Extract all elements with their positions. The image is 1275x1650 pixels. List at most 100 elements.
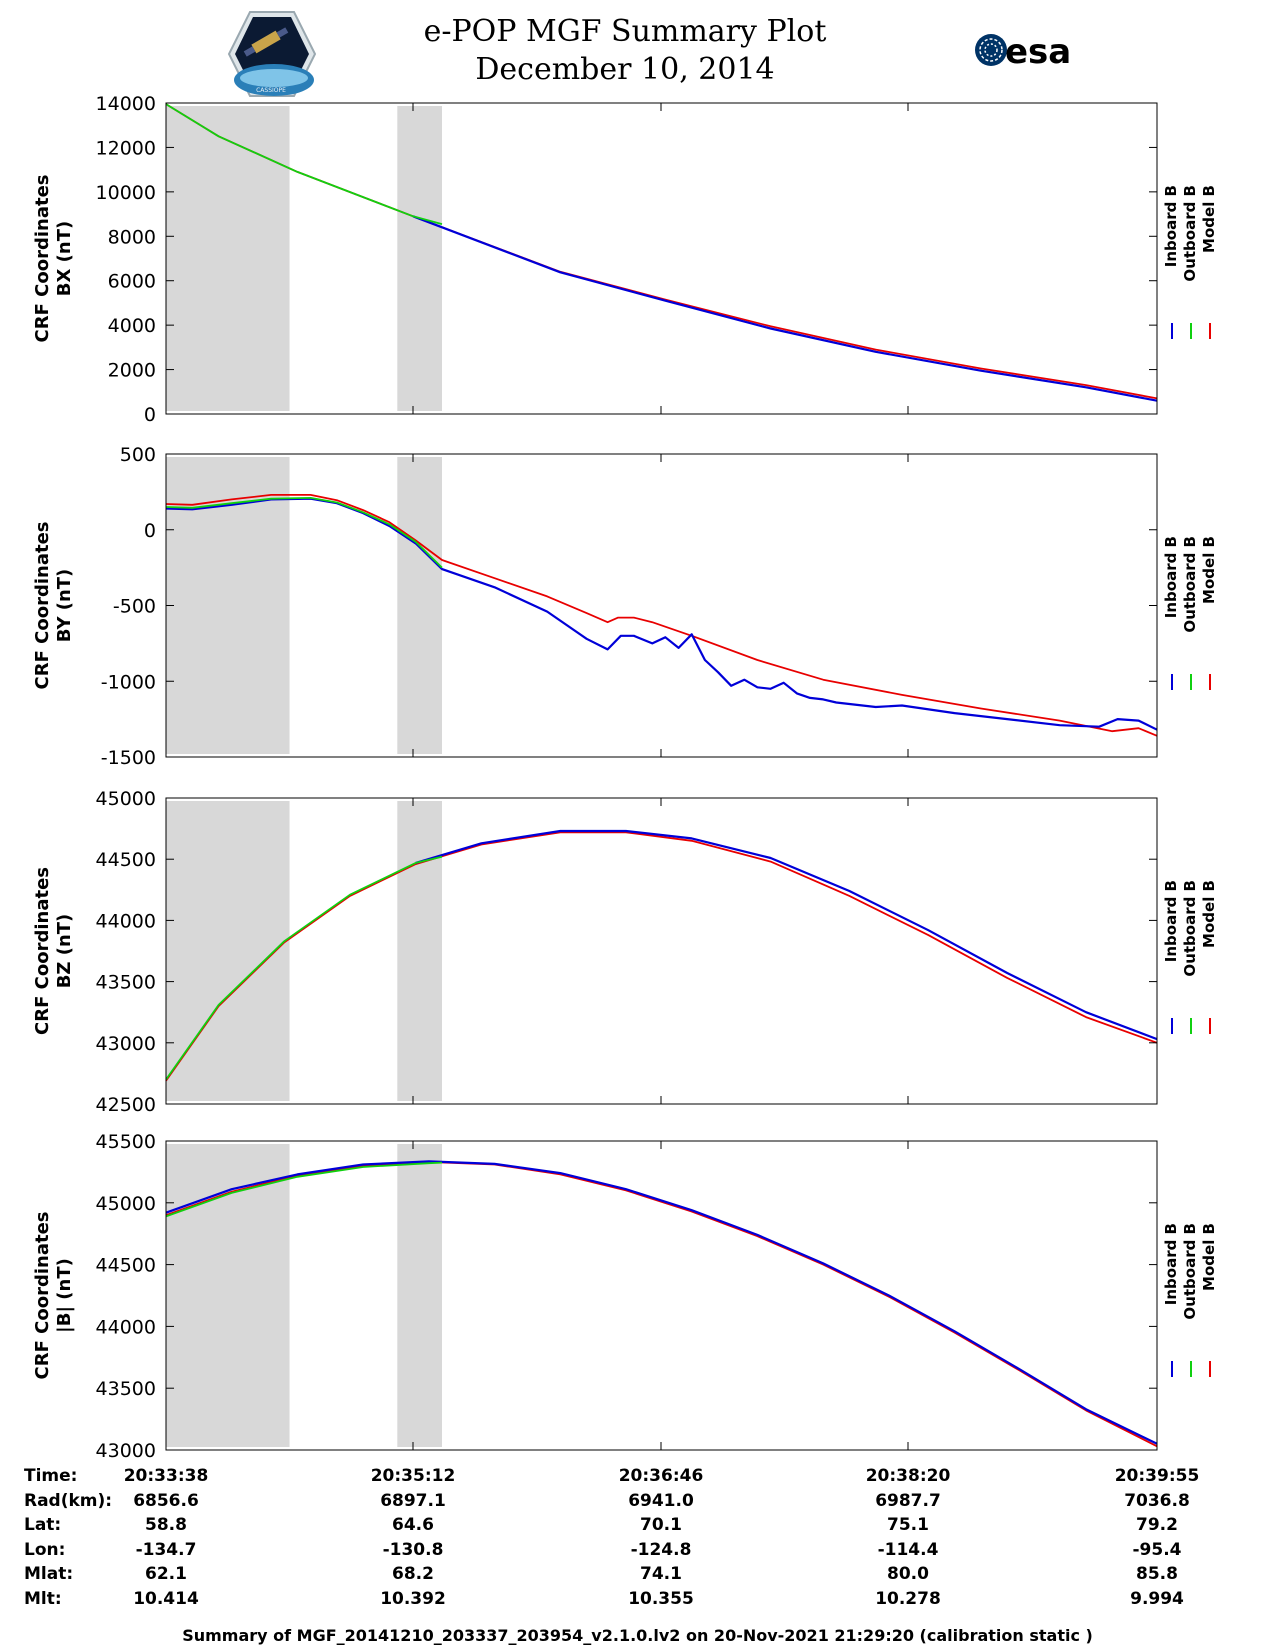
charts-area: 0 2000 4000 6000 8000 10000 12000 14000 CRF Coor… [32,93,1218,1462]
y-tick-label-bz: 42500 [96,1094,156,1116]
esa-logo: esa [975,30,1071,76]
y-tick-label-bx: 8000 [108,226,156,248]
series-line-by-inboard-b [165,497,1158,731]
legend-label-outboard: Outboard B [1181,880,1199,977]
y-tick-label-by: -500 [113,596,156,618]
y-tick-label-bmag: 44500 [96,1255,156,1277]
y-tick-label-by: -1000 [101,671,156,693]
ephemeris-cell: 62.1 [145,1564,187,1584]
y-tick-label-bx: 4000 [108,315,156,337]
y-tick-label-bx: 10000 [96,182,156,204]
ephemeris-cell: 70.1 [640,1515,682,1535]
ephemeris-cell: 10.278 [875,1588,941,1609]
legend-label-inboard: Inboard B [1162,1223,1180,1305]
y-tick-label-by: 0 [144,520,156,542]
series-line-bz-outboard-b [165,855,443,1081]
legend-label-model: Model B [1200,185,1218,253]
ephemeris-cell: -124.8 [630,1539,692,1560]
y-tick-label-bmag: 44000 [96,1316,156,1338]
ephemeris-row-label: Mlat: [24,1564,74,1584]
shaded-interval-by-0 [166,457,290,754]
y-axis-label-bmag: |B| (nT) [54,1258,75,1333]
y-tick-label-bmag: 45500 [96,1131,156,1153]
y-tick-label-bx: 12000 [96,137,156,159]
legend-label-model: Model B [1200,1223,1218,1291]
series-line-bx-model-b [165,103,1158,400]
series-line-bz-inboard-b [415,829,1158,1041]
cassiope-mission-logo: CASSIOPE [226,10,317,102]
ephemeris-cell: 10.355 [628,1588,694,1609]
y-tick-label-bx: 2000 [108,360,156,382]
shaded-interval-bx-0 [166,106,290,411]
ephemeris-cell: 6897.1 [380,1490,446,1511]
legend-label-model: Model B [1200,880,1218,948]
plot-frame-bz [165,797,1158,1105]
y-tick-label-bmag: 43000 [96,1440,156,1462]
y-tick-label-bx: 14000 [96,93,156,115]
page-title: e-POP MGF Summary Plot [423,14,827,49]
ephemeris-cell: 20:38:20 [865,1466,951,1486]
y-tick-label-bz: 44500 [96,849,156,871]
shaded-interval-bx-1 [397,106,443,411]
y-tick-label-bx: 0 [144,404,156,426]
y-axis-label-by: CRF Coordinates [32,522,53,690]
ephemeris-row-label: Lon: [24,1539,66,1560]
ephemeris-table: Time: Rad(km): Lat: Lon: Mlat: Mlt: 20:33:38 68… [0,1466,1275,1616]
ephemeris-cell: -114.4 [877,1539,939,1560]
ephemeris-cell: -130.8 [382,1539,444,1560]
shaded-interval-bz-0 [166,801,290,1101]
ephemeris-cell: 7036.8 [1124,1490,1190,1511]
panel-by: -1500 -1000 -500 0 500 CRF Coordinates BY (nT)… [32,444,1218,769]
ephemeris-cell: 85.8 [1136,1564,1178,1584]
series-line-by-model-b [165,493,1158,737]
y-tick-label-bz: 43000 [96,1033,156,1055]
y-tick-label-by: -1500 [101,747,156,769]
shaded-interval-by-1 [397,457,443,754]
panel-bx: 0 2000 4000 6000 8000 10000 12000 14000 CRF Coor… [32,93,1218,426]
legend-label-inboard: Inboard B [1162,880,1180,962]
ephemeris-cell: 20:36:46 [618,1466,704,1486]
ephemeris-cell: 75.1 [887,1515,929,1535]
ephemeris-cell: 68.2 [392,1564,434,1584]
plot-frame-bx [165,102,1158,415]
ephemeris-cell: 80.0 [887,1564,929,1584]
logo-right-text: esa [1005,32,1070,72]
ephemeris-cell: 10.392 [380,1588,446,1609]
panel-bmag: 43000 43500 44000 44500 45000 45500 CRF Coordi… [32,1131,1218,1462]
y-tick-label-bx: 6000 [108,271,156,293]
ephemeris-row-label: Mlt: [24,1588,62,1609]
ephemeris-row-label: Time: [24,1466,78,1486]
ephemeris-cell: 74.1 [640,1564,682,1584]
ephemeris-cell: 9.994 [1130,1588,1184,1609]
legend-label-outboard: Outboard B [1181,536,1199,633]
series-line-by-outboard-b [165,496,443,569]
ephemeris-cell: 64.6 [392,1515,434,1535]
legend-label-outboard: Outboard B [1181,1223,1199,1320]
series-line-bx-inboard-b [412,215,1158,402]
ephemeris-row-label: Rad(km): [24,1490,113,1511]
y-tick-label-bz: 45000 [96,788,156,810]
ephemeris-cell: 6856.6 [133,1490,199,1511]
y-axis-label-bz: BZ (nT) [54,914,75,989]
ephemeris-row-label: Lat: [24,1515,62,1535]
legend-label-outboard: Outboard B [1181,185,1199,282]
series-line-bmag-outboard-b [165,1161,443,1218]
ephemeris-cell: 79.2 [1136,1515,1178,1535]
y-axis-label-bx: CRF Coordinates [32,175,53,343]
panel-bz: 42500 43000 43500 44000 44500 45000 CRF Coordi… [32,788,1218,1116]
shaded-interval-bz-1 [397,801,443,1101]
page-date: December 10, 2014 [475,52,775,87]
y-tick-label-by: 500 [120,444,156,466]
legend-label-model: Model B [1200,536,1218,604]
y-tick-label-bz: 44000 [96,910,156,932]
series-line-bx-outboard-b [165,103,443,225]
ephemeris-cell: 58.8 [145,1515,187,1535]
y-tick-label-bmag: 45000 [96,1193,156,1215]
y-axis-label-bx: BX (nT) [54,221,75,296]
y-axis-label-bmag: CRF Coordinates [32,1212,53,1380]
ephemeris-cell: -134.7 [135,1539,197,1560]
y-axis-label-by: BY (nT) [54,569,75,643]
series-line-bmag-inboard-b [165,1160,1158,1445]
y-tick-label-bmag: 43500 [96,1378,156,1400]
